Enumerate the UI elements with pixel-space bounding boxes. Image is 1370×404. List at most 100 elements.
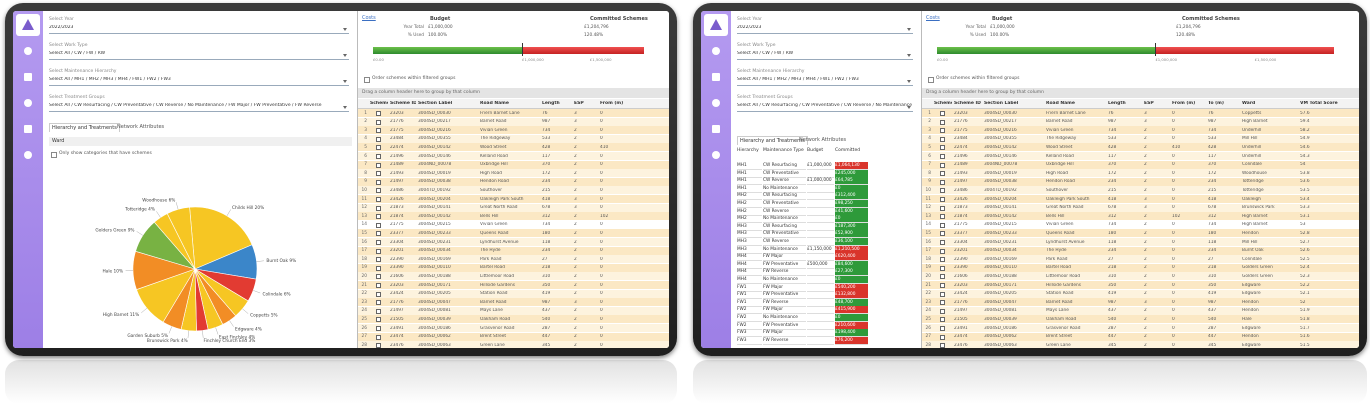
grid-row[interactable] (922, 212, 1359, 222)
column-header[interactable]: Road Name (480, 101, 509, 106)
grid-row[interactable] (358, 212, 669, 222)
row-checkbox[interactable] (376, 179, 381, 185)
row-checkbox[interactable] (376, 326, 381, 331)
row-checkbox[interactable] (940, 257, 945, 263)
column-header[interactable]: Length (542, 101, 560, 106)
row-checkbox[interactable] (940, 214, 945, 220)
grid-row[interactable] (922, 298, 1359, 308)
grid-row[interactable] (358, 246, 669, 256)
grid-row[interactable] (358, 160, 669, 170)
grid-row[interactable] (922, 117, 1359, 127)
row-checkbox[interactable] (940, 274, 945, 280)
dropdown[interactable]: Select All / CW Resurfacing / CW Prevent… (49, 103, 349, 112)
tab[interactable]: Network Attributes (117, 124, 165, 130)
dropdown[interactable]: Select All / CW Resurfacing / CW Prevent… (737, 103, 913, 112)
tab[interactable]: Hierarchy and Treatments (737, 136, 808, 145)
grid-row[interactable] (922, 289, 1359, 299)
grid-row[interactable] (922, 143, 1359, 153)
grid-row[interactable] (922, 203, 1359, 213)
grid-row[interactable] (922, 134, 1359, 144)
row-checkbox[interactable] (376, 111, 381, 116)
column-header[interactable]: Scheme ID (390, 101, 416, 106)
grid-row[interactable] (358, 229, 669, 239)
row-checkbox[interactable] (940, 145, 945, 151)
column-header[interactable]: Scheme ID (954, 101, 981, 106)
row-checkbox[interactable] (940, 136, 945, 142)
row-checkbox[interactable] (940, 343, 945, 348)
tab[interactable]: Hierarchy and Treatments (49, 123, 120, 132)
row-checkbox[interactable] (940, 171, 945, 177)
row-checkbox[interactable] (376, 145, 381, 151)
row-checkbox[interactable] (376, 197, 381, 202)
grid-row[interactable] (922, 332, 1359, 342)
grid-row[interactable] (358, 152, 669, 162)
row-checkbox[interactable] (376, 119, 381, 125)
row-checkbox[interactable] (376, 222, 381, 228)
dropdown[interactable]: 2022/2023 (737, 25, 913, 34)
grid-row[interactable] (922, 126, 1359, 136)
row-checkbox[interactable] (940, 283, 945, 288)
nav-icon[interactable] (712, 73, 720, 81)
row-checkbox[interactable] (940, 154, 945, 159)
grid-row[interactable] (358, 126, 669, 136)
grid-row[interactable] (922, 306, 1359, 316)
column-header[interactable]: To (m) (1208, 101, 1224, 106)
grid-row[interactable] (358, 255, 669, 265)
grid-row[interactable] (922, 255, 1359, 265)
row-checkbox[interactable] (376, 265, 381, 271)
grid-row[interactable] (358, 341, 669, 348)
grid-row[interactable] (922, 177, 1359, 187)
row-checkbox[interactable] (940, 291, 945, 297)
dropdown[interactable]: 2022/2023 (49, 25, 349, 34)
nav-icon[interactable] (24, 47, 32, 55)
row-checkbox[interactable] (940, 300, 945, 306)
row-checkbox[interactable] (376, 248, 381, 254)
row-checkbox[interactable] (376, 171, 381, 177)
grid-row[interactable] (358, 298, 669, 308)
grid-row[interactable] (922, 341, 1359, 348)
grid-row[interactable] (922, 246, 1359, 256)
grid-row[interactable] (922, 160, 1359, 170)
row-checkbox[interactable] (940, 231, 945, 237)
row-checkbox[interactable] (376, 205, 381, 211)
column-header[interactable]: Scheme Sel (370, 101, 388, 106)
row-checkbox[interactable] (940, 308, 945, 314)
dropdown[interactable]: Select All / MH1 / MH2 / MH3 / MH4 / FW1… (737, 77, 913, 86)
column-header[interactable]: Ward (1242, 101, 1256, 106)
row-checkbox[interactable] (376, 188, 381, 194)
row-checkbox[interactable] (940, 128, 945, 134)
grid-row[interactable] (358, 324, 669, 334)
checkbox[interactable] (364, 77, 370, 83)
nav-icon[interactable] (24, 73, 32, 81)
dropdown[interactable]: Select All / MH1 / MH2 / MH3 / MH4 / FW1… (49, 77, 349, 86)
dropdown[interactable]: Select All / CW / FW / RW (737, 51, 913, 60)
tab[interactable]: Network Attributes (799, 137, 847, 143)
row-checkbox[interactable] (376, 274, 381, 280)
row-checkbox[interactable] (940, 179, 945, 185)
nav-icon[interactable] (712, 125, 720, 133)
row-checkbox[interactable] (376, 257, 381, 263)
row-checkbox[interactable] (940, 111, 945, 116)
row-checkbox[interactable] (376, 240, 381, 245)
grid-row[interactable] (922, 186, 1359, 196)
grid-row[interactable] (922, 272, 1359, 282)
nav-icon[interactable] (712, 151, 720, 159)
grid-row[interactable] (922, 238, 1359, 248)
grid-row[interactable] (358, 272, 669, 282)
row-checkbox[interactable] (376, 291, 381, 297)
grid-row[interactable] (358, 238, 669, 248)
row-checkbox[interactable] (940, 162, 945, 168)
row-checkbox[interactable] (940, 317, 945, 323)
row-checkbox[interactable] (376, 154, 381, 159)
row-checkbox[interactable] (940, 119, 945, 125)
grid-row[interactable] (358, 332, 669, 342)
ward-select[interactable]: Ward (49, 137, 352, 146)
grid-row[interactable] (358, 315, 669, 325)
grid-row[interactable] (358, 306, 669, 316)
grid-row[interactable] (358, 177, 669, 187)
row-checkbox[interactable] (376, 162, 381, 168)
column-header[interactable]: ESP (574, 101, 584, 106)
grid-row[interactable] (922, 195, 1359, 205)
nav-icon[interactable] (24, 99, 32, 107)
row-checkbox[interactable] (940, 265, 945, 271)
